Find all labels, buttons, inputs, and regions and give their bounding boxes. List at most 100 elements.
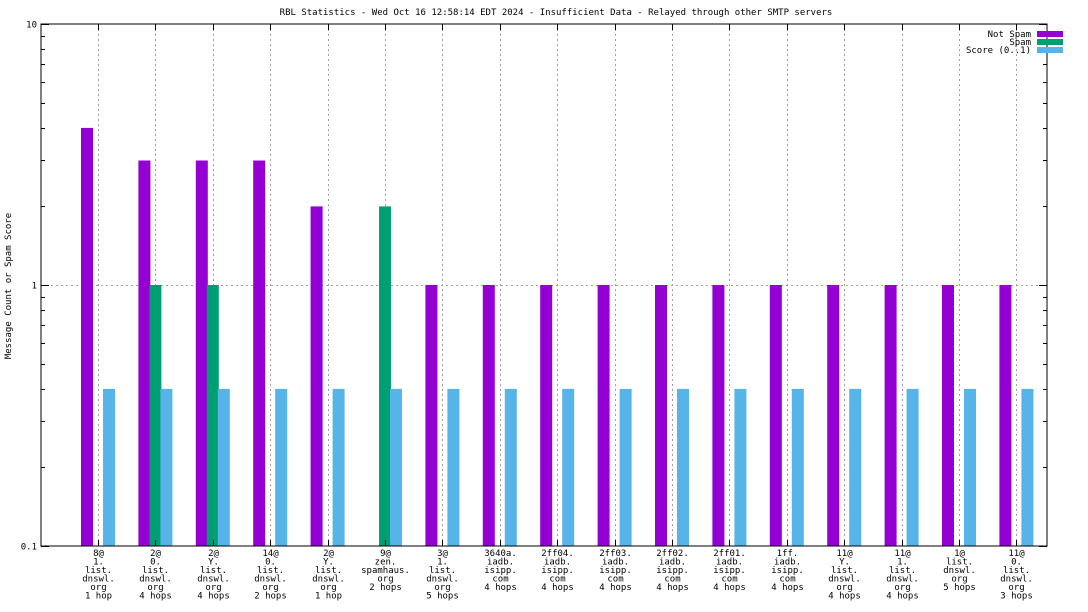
x-tick-label-line: dnswl. xyxy=(828,575,861,585)
x-tick-label: 8@ 1. list. dnswl. org 1 hop xyxy=(82,549,115,602)
x-tick-label: 2@ Y. list. dnswl. org 4 hops xyxy=(197,549,230,602)
bar xyxy=(81,127,93,547)
x-tick-label-line: dnswl. xyxy=(197,575,230,585)
x-tick-label-line: spamhaus. xyxy=(361,566,410,576)
x-tick-label-line: 1 hop xyxy=(85,592,112,602)
x-tick-label-line: com xyxy=(549,575,565,585)
x-tick-label-line: com xyxy=(664,575,680,585)
x-tick-label-line: 1 hop xyxy=(315,592,342,602)
x-tick-label: 2@ 0. list. dnswl. org 4 hops xyxy=(139,549,172,602)
bar xyxy=(206,285,219,546)
x-tick-label-line: org xyxy=(836,583,852,593)
x-tick-label-line: dnswl. xyxy=(426,575,459,585)
x-tick-label-line: zen. xyxy=(375,558,397,568)
x-tick-label-line: 4 hops xyxy=(771,583,804,593)
x-tick-label-line: 4 hops xyxy=(828,592,861,602)
x-tick-label: 11@ 1. list. dnswl. org 4 hops xyxy=(886,549,919,602)
x-tick-label-line: org xyxy=(205,583,221,593)
x-tick-label-line: list. xyxy=(257,566,284,576)
x-tick-label-line: org xyxy=(1008,583,1024,593)
bar xyxy=(769,285,782,546)
x-tick-label-line: 14@ xyxy=(262,549,279,559)
bar xyxy=(884,285,897,546)
bar xyxy=(791,388,804,546)
x-tick-label-line: isipp. xyxy=(656,566,689,576)
x-tick-label-line: 3 hops xyxy=(1000,592,1033,602)
x-tick-label-line: org xyxy=(434,583,450,593)
bar xyxy=(379,206,391,546)
bar xyxy=(482,285,495,546)
bar xyxy=(619,388,632,546)
x-tick-label-line: list. xyxy=(200,566,227,576)
x-tick-label-line: dnswl. xyxy=(886,575,919,585)
x-tick-label-line: 4 hops xyxy=(713,583,746,593)
x-tick-label-line: 1ff. xyxy=(777,549,799,559)
x-tick-label-line: 0. xyxy=(150,558,161,568)
x-tick-label-line: 1@ xyxy=(954,549,965,559)
x-tick-label: 14@ 0. list. dnswl. org 2 hops xyxy=(254,549,287,602)
bar xyxy=(275,388,288,546)
x-tick-label-line: Y. xyxy=(323,558,334,568)
x-tick-label-line: 2 hops xyxy=(254,592,287,602)
x-tick-label-line: 4 hops xyxy=(197,592,230,602)
x-tick-label-line: iadb. xyxy=(487,558,514,568)
legend-swatch xyxy=(1037,47,1063,53)
x-tick-label: 1ff. iadb. isipp. com 4 hops xyxy=(771,549,804,593)
x-tick-label: 2@ Y. list. dnswl. org 1 hop xyxy=(312,549,345,602)
bar xyxy=(849,388,862,546)
x-tick-label-line: 1. xyxy=(93,558,104,568)
bar xyxy=(827,285,840,546)
bar xyxy=(597,285,610,546)
x-tick-label-line: 2ff03. xyxy=(599,549,632,559)
x-tick-label-line: 4 hops xyxy=(139,592,172,602)
x-tick-label-line: org xyxy=(377,575,393,585)
x-tick-label-line: 2@ xyxy=(150,549,161,559)
bar xyxy=(138,160,151,546)
bar xyxy=(562,388,575,546)
x-tick-label-line: list. xyxy=(1003,566,1030,576)
x-tick-label-line: iadb. xyxy=(716,558,743,568)
x-tick-label: 1@ list. dnswl. org 5 hops xyxy=(943,549,976,593)
x-tick-label: 2ff02. iadb. isipp. com 4 hops xyxy=(656,549,689,593)
x-tick-label-line: 4 hops xyxy=(656,583,689,593)
bar xyxy=(942,285,954,546)
x-tick-label-line: 4 hops xyxy=(599,583,632,593)
x-tick-label-line: 2 hops xyxy=(369,583,402,593)
bar xyxy=(964,388,976,546)
bar xyxy=(734,388,747,546)
bars xyxy=(81,127,1034,547)
x-tick-label-line: 11@ xyxy=(894,549,911,559)
y-tick-label: 10 xyxy=(26,21,37,31)
bar xyxy=(332,388,345,546)
x-tick-label-line: list. xyxy=(889,566,916,576)
x-tick-label-line: list. xyxy=(85,566,112,576)
bar xyxy=(160,388,173,546)
x-tick-label: 2ff04. iadb. isipp. com 4 hops xyxy=(541,549,574,593)
x-tick-label-line: org xyxy=(147,583,163,593)
x-tick-label-line: 9@ xyxy=(380,549,391,559)
bar xyxy=(504,388,517,546)
bar xyxy=(712,285,725,546)
legend-swatch xyxy=(1037,39,1063,45)
x-tick-label-line: 2ff01. xyxy=(713,549,746,559)
x-tick-label-line: dnswl. xyxy=(254,575,287,585)
x-tick-label-line: 3640a. xyxy=(484,549,517,559)
legend-label: Score (0..1) xyxy=(966,46,1031,56)
x-tick-label-line: com xyxy=(492,575,508,585)
x-tick-label: 11@ Y. list. dnswl. org 4 hops xyxy=(828,549,861,602)
y-tick-label: 1 xyxy=(32,282,37,292)
x-tick-label-line: com xyxy=(721,575,737,585)
x-tick-label-line: 5 hops xyxy=(426,592,459,602)
x-tick-label-line: list. xyxy=(429,566,456,576)
bar xyxy=(447,388,460,546)
x-tick-label-line: 2@ xyxy=(208,549,219,559)
bar xyxy=(253,160,266,546)
bar xyxy=(540,285,553,546)
x-tick-label-line: dnswl. xyxy=(139,575,172,585)
x-tick-label-line: 5 hops xyxy=(943,583,976,593)
x-tick-label-line: 8@ xyxy=(93,549,104,559)
x-tick-label-line: 4 hops xyxy=(886,592,919,602)
x-tick-label: 3640a. iadb. isipp. com 4 hops xyxy=(484,549,517,593)
x-tick-label: 2ff01. iadb. isipp. com 4 hops xyxy=(713,549,746,593)
